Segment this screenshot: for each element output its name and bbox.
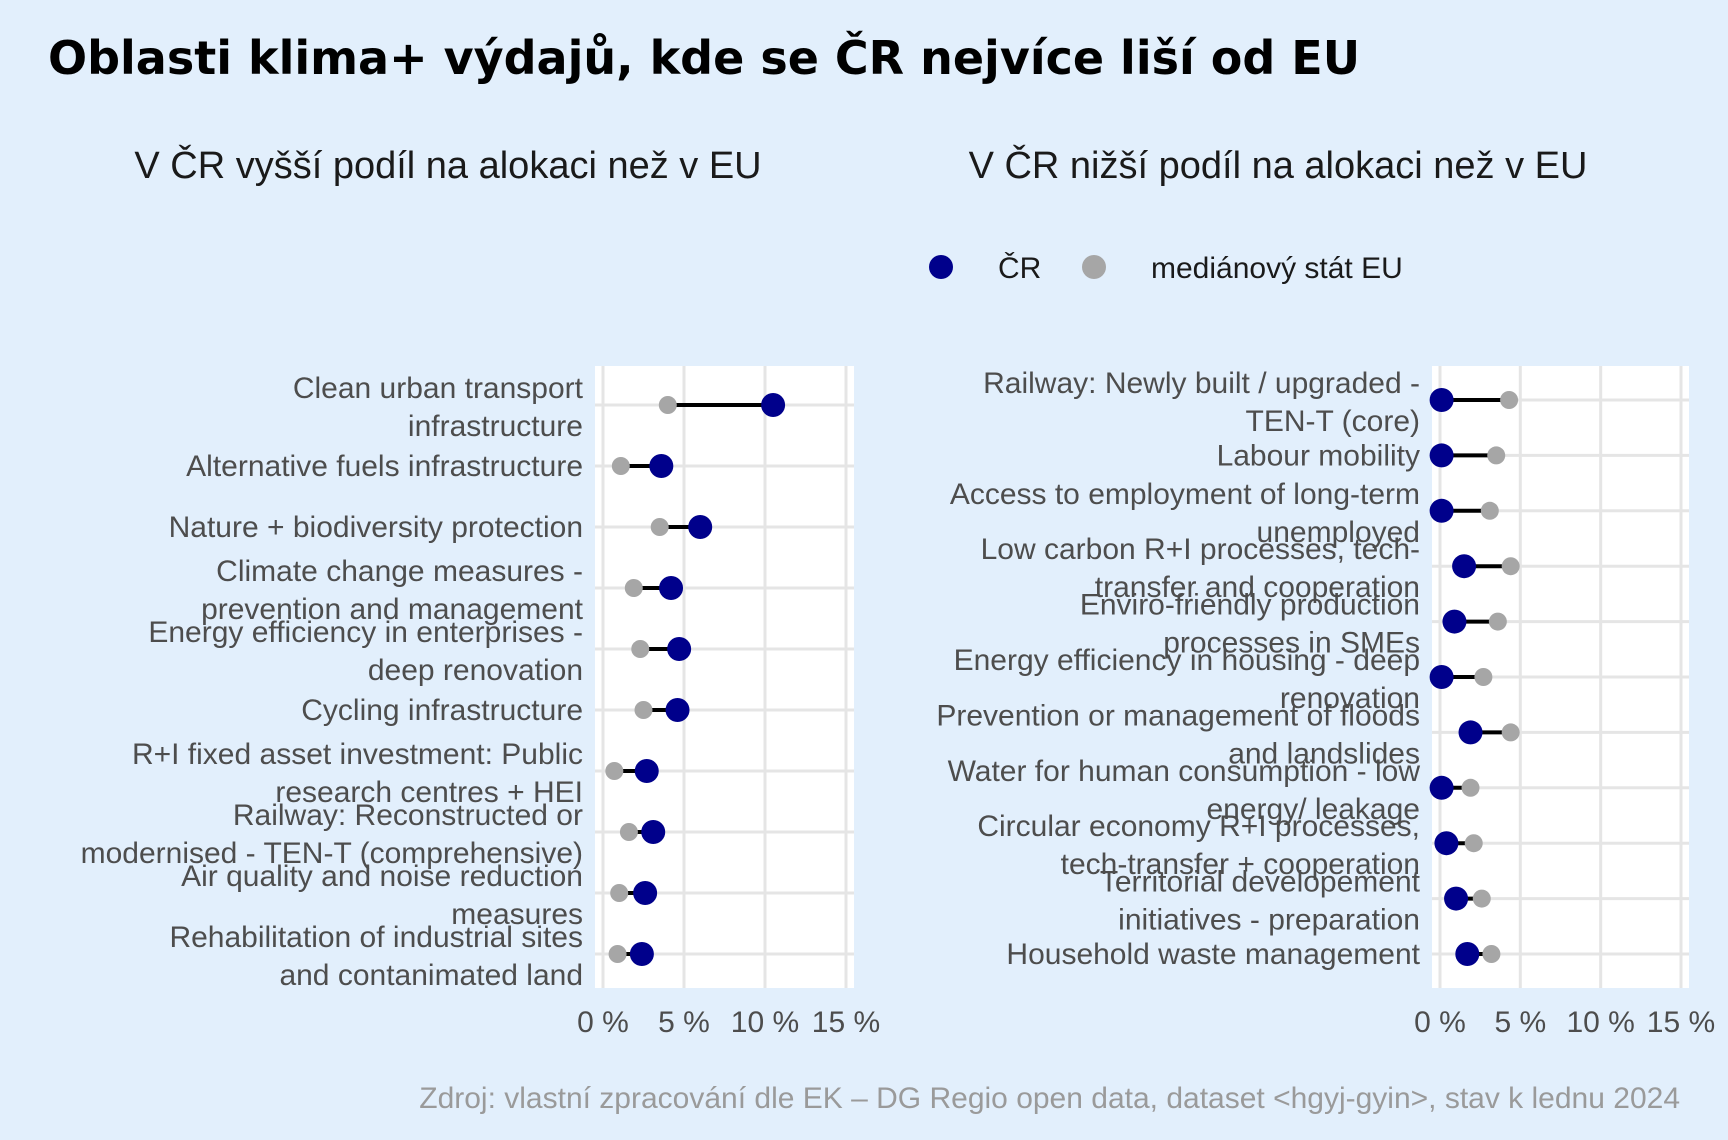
cr-point (629, 942, 654, 966)
category-label: Labour mobility (1217, 439, 1420, 472)
eu-median-point (1472, 889, 1491, 908)
eu-median-point (1480, 501, 1499, 520)
eu-median-point (1500, 391, 1519, 409)
category-label: Alternative fuels infrastructure (186, 450, 583, 483)
category-label: Territorial developement initiatives - pr… (1100, 866, 1421, 937)
eu-median-point (1488, 612, 1507, 631)
x-tick-label: 15 % (812, 1006, 880, 1039)
eu-median-point (1501, 557, 1520, 576)
eu-median-point (611, 457, 630, 475)
category-label: Rehabilitation of industrial sites and co… (169, 921, 583, 992)
cr-point (633, 881, 658, 905)
category-label: Energy efficiency in enterprises -deep r… (148, 616, 583, 687)
category-label: R+I fixed asset investment: Public resear… (132, 738, 583, 809)
cr-point (667, 637, 692, 661)
cr-point (1429, 665, 1454, 689)
category-label: Circular economy R+I processes, tech-tran… (977, 810, 1420, 881)
cr-point (665, 698, 690, 722)
category-label: Railway: Reconstructed or modernised - TE… (81, 799, 583, 870)
cr-point (1455, 942, 1480, 966)
legend-label-cr: ČR (998, 251, 1041, 285)
eu-median-point (631, 640, 650, 658)
cr-point (688, 515, 713, 539)
category-label: Enviro-friendly production processes in S… (1080, 589, 1420, 660)
cr-point (1429, 775, 1454, 800)
category-label: Water for human consumption - low energy/… (948, 755, 1421, 826)
cr-point (1429, 443, 1454, 468)
x-tick-label: 0 % (1414, 1006, 1466, 1039)
category-label: Nature + biodiversity protection (169, 511, 583, 544)
category-label: Air quality and noise reduction measures (181, 860, 583, 931)
category-label: Clean urban transport infrastructure (293, 372, 584, 443)
x-tick-label: 5 % (658, 1006, 710, 1039)
eu-median-point (658, 396, 677, 414)
eu-median-point (1482, 945, 1501, 963)
eu-median-point (650, 518, 669, 536)
x-tick-label: 10 % (731, 1006, 799, 1039)
category-label: Railway: Newly built / upgraded -TEN-T (… (983, 367, 1420, 438)
eu-median-point (634, 701, 653, 719)
category-label: Energy efficiency in housing - deep renov… (954, 644, 1420, 715)
cr-point (1444, 886, 1469, 911)
eu-median-point (1464, 834, 1483, 853)
cr-point (641, 820, 666, 844)
cr-point (649, 454, 674, 478)
source-note: Zdroj: vlastní zpracování dle EK – DG Re… (419, 1082, 1680, 1115)
eu-median-point (1501, 723, 1520, 742)
eu-median-point (1461, 778, 1480, 797)
cr-point (1442, 609, 1467, 634)
chart-title: Oblasti klima+ výdajů, kde se ČR nejvíce… (48, 31, 1360, 85)
eu-median-point (624, 579, 643, 597)
cr-point (634, 759, 659, 783)
legend-marker-eu (1082, 255, 1106, 279)
eu-median-point (608, 945, 627, 963)
legend-label-eu: mediánový stát EU (1151, 252, 1403, 285)
plot-panel-left: 0 % 5 % 10 % 15 % Clean urban transport infra… (81, 366, 880, 1039)
category-label: Cycling infrastructure (301, 694, 583, 727)
eu-median-point (619, 823, 638, 841)
cr-point (761, 393, 786, 417)
cr-point (1429, 498, 1454, 523)
cr-point (1458, 720, 1483, 745)
cr-point (1434, 831, 1459, 856)
cr-point (1429, 388, 1454, 412)
eu-median-point (1474, 668, 1493, 686)
category-label: Access to employment of long-term unemplo… (950, 478, 1420, 549)
x-tick-label: 15 % (1647, 1006, 1715, 1039)
category-label: Climate change measures -prevention and … (201, 555, 584, 626)
panel-left-subtitle: V ČR vyšší podíl na alokaci než v EU (134, 143, 761, 187)
eu-median-point (610, 884, 629, 902)
category-label: Low carbon R+I processes, tech-transfer … (981, 533, 1420, 604)
eu-median-point (1487, 446, 1506, 465)
eu-median-point (605, 762, 624, 780)
cr-point (1452, 554, 1477, 579)
legend: ČR mediánový stát EU (929, 251, 1403, 285)
category-label: Household waste management (1006, 938, 1420, 971)
x-tick-label: 5 % (1494, 1006, 1546, 1039)
panel-right-subtitle: V ČR nižší podíl na alokaci než v EU (969, 143, 1588, 187)
x-tick-label: 0 % (577, 1006, 629, 1039)
legend-marker-cr (929, 255, 953, 279)
category-label: Prevention or management of floods and la… (936, 699, 1420, 770)
plot-panel-right: 0 % 5 % 10 % 15 % Railway: Newly built / upg… (936, 366, 1715, 1039)
x-tick-label: 10 % (1566, 1006, 1634, 1039)
cr-point (659, 576, 684, 600)
